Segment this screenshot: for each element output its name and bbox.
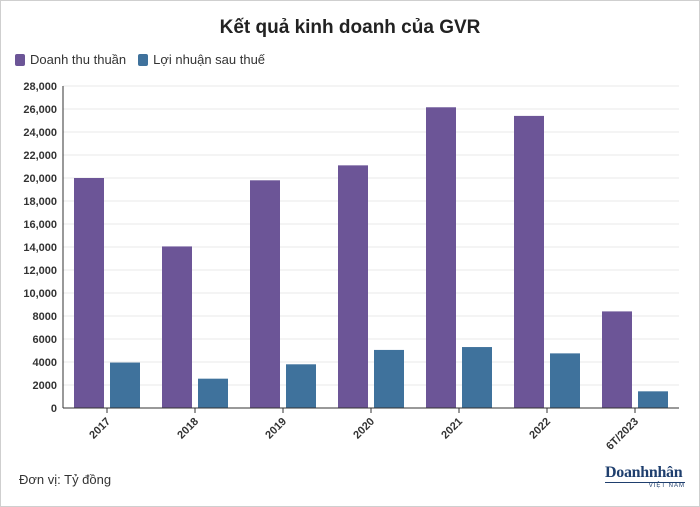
- x-tick-label: 2021: [439, 416, 465, 442]
- legend-swatch-profit: [138, 53, 149, 66]
- x-tick-label: 6T/2023: [604, 416, 641, 453]
- bar-revenue: [514, 115, 544, 409]
- chart-title: Kết quả kinh doanh của GVR: [219, 17, 481, 38]
- legend-swatch-revenue: [15, 53, 25, 66]
- y-tick-label: 22,000: [23, 150, 57, 162]
- y-tick-label: 24,000: [23, 127, 57, 139]
- y-tick-label: 12,000: [23, 265, 57, 277]
- unit-note: Đơn vị: Tỷ đồng: [19, 472, 112, 487]
- publisher-logo: Doanhnhân VIỆT NAM: [605, 465, 685, 491]
- bar-revenue: [74, 178, 104, 408]
- x-tick-label: 2020: [351, 416, 377, 442]
- legend-item-revenue: Doanh thu thuần: [15, 52, 126, 67]
- y-tick-label: 26,000: [23, 104, 57, 116]
- bar-profit: [110, 362, 140, 408]
- bar-profit: [374, 349, 404, 408]
- legend-item-profit: Lợi nhuận sau thuế: [138, 52, 265, 67]
- x-tick-label: 2017: [87, 416, 113, 442]
- y-tick-label: 20,000: [23, 173, 57, 185]
- y-tick-label: 10,000: [23, 288, 57, 300]
- bar-profit: [198, 378, 228, 408]
- x-tick-label: 2018: [175, 416, 201, 442]
- y-tick-label: 28,000: [23, 81, 57, 93]
- logo-main-text: Doanhnhân: [605, 464, 683, 481]
- bar-revenue: [250, 180, 280, 408]
- y-tick-label: 14,000: [23, 242, 57, 254]
- bar-profit: [638, 391, 668, 408]
- legend-label-profit: Lợi nhuận sau thuế: [153, 52, 266, 67]
- y-tick-label: 6000: [33, 334, 57, 346]
- x-tick-label: 2019: [263, 416, 289, 442]
- y-tick-label: 16,000: [23, 219, 57, 231]
- logo-sub-text: VIỆT NAM: [605, 482, 685, 489]
- y-tick-label: 2000: [33, 380, 57, 392]
- legend: Doanh thu thuần Lợi nhuận sau thuế: [15, 52, 277, 67]
- bar-profit: [286, 364, 316, 408]
- bar-profit: [462, 347, 492, 408]
- bar-profit: [550, 353, 580, 408]
- x-tick-label: 2022: [527, 416, 553, 442]
- bar-revenue: [162, 246, 192, 408]
- y-tick-label: 0: [51, 403, 57, 415]
- bar-revenue: [338, 165, 368, 408]
- legend-label-revenue: Doanh thu thuần: [30, 52, 127, 67]
- y-tick-label: 18,000: [23, 196, 57, 208]
- y-tick-label: 4000: [33, 357, 57, 369]
- y-tick-label: 8000: [33, 311, 57, 323]
- bar-revenue: [602, 311, 632, 408]
- bar-revenue: [426, 107, 456, 409]
